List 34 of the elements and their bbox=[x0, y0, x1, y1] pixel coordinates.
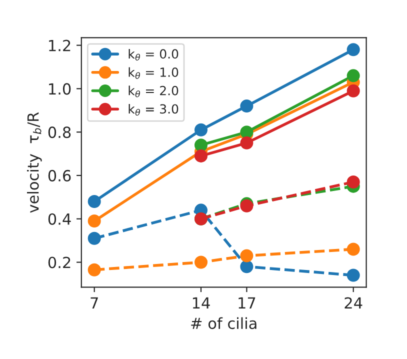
x-tick-label: 7 bbox=[90, 297, 98, 309]
point bbox=[194, 123, 208, 136]
point bbox=[240, 100, 254, 113]
y-tick-label: 1.0 bbox=[49, 83, 71, 95]
x-tick-label: 17 bbox=[238, 297, 256, 309]
point bbox=[240, 249, 254, 262]
x-axis-title: # of cilia bbox=[191, 317, 256, 330]
point bbox=[240, 136, 254, 150]
y-tick-label: 0.6 bbox=[48, 170, 71, 182]
legend-label: k$_{θ}$ = 0.0 bbox=[128, 48, 178, 61]
point bbox=[88, 232, 101, 245]
legend-label: k$_{θ}$ = 3.0 bbox=[128, 104, 178, 116]
point bbox=[346, 242, 360, 256]
point bbox=[346, 268, 360, 282]
point bbox=[346, 84, 360, 98]
y-tick-label: 0.2 bbox=[48, 256, 70, 268]
point bbox=[346, 175, 360, 188]
point bbox=[346, 69, 360, 82]
point bbox=[194, 138, 208, 152]
point bbox=[88, 214, 101, 228]
y-axis-title: velocity τ$_{b}$/R bbox=[27, 112, 42, 213]
x-tick-label: 24 bbox=[344, 297, 362, 309]
y-tick-label: 0.4 bbox=[48, 213, 71, 225]
point bbox=[346, 43, 360, 56]
point bbox=[88, 194, 101, 208]
point bbox=[194, 149, 208, 162]
legend-label: k$_{θ}$ = 2.0 bbox=[128, 86, 178, 98]
x-tick-label: 14 bbox=[192, 297, 210, 309]
y-tick-label: 1.2 bbox=[49, 40, 70, 52]
point bbox=[194, 256, 208, 269]
point bbox=[88, 263, 101, 276]
y-tick-label: 0.8 bbox=[48, 126, 71, 138]
legend-label: k$_{θ}$ = 1.0 bbox=[128, 67, 178, 79]
point bbox=[240, 260, 254, 274]
